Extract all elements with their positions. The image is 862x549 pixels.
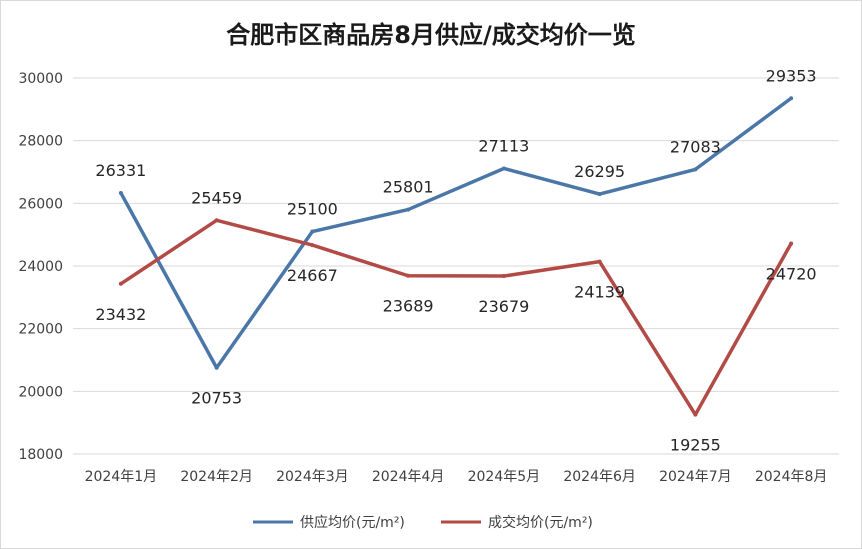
data-point — [789, 96, 794, 101]
data-point — [310, 243, 315, 248]
y-tick-label: 30000 — [18, 71, 63, 87]
data-point — [214, 218, 219, 223]
data-label-deal: 24720 — [766, 264, 817, 283]
series-line-deal — [119, 218, 793, 417]
x-tick-label: 2024年1月 — [85, 469, 158, 485]
y-tick-label: 20000 — [18, 384, 63, 400]
x-tick-label: 2024年3月 — [276, 469, 349, 485]
gridlines — [73, 77, 839, 455]
x-tick-label: 2024年4月 — [372, 469, 445, 485]
data-label-deal: 24667 — [287, 266, 338, 285]
y-tick-label: 28000 — [18, 134, 63, 150]
series-lines — [118, 96, 794, 417]
legend-label-deal: 成交均价(元/m²) — [488, 514, 593, 531]
watermark-badge: 大数跨境 — [11, 524, 89, 541]
data-label-deal: 23679 — [478, 297, 529, 316]
y-tick-label: 22000 — [18, 322, 63, 338]
x-tick-label: 2024年6月 — [563, 469, 636, 485]
data-point — [310, 229, 315, 234]
data-label-supply: 20753 — [191, 389, 242, 408]
data-point — [789, 241, 794, 246]
data-label-deal: 24139 — [574, 283, 625, 302]
x-tick-label: 2024年8月 — [755, 469, 828, 485]
data-label-deal: 25459 — [191, 188, 242, 207]
data-point — [118, 281, 123, 286]
data-point — [406, 273, 411, 278]
data-label-deal: 23432 — [95, 305, 146, 324]
data-point — [501, 166, 506, 171]
data-label-deal: 19255 — [670, 436, 721, 455]
legend: 供应均价(元/m²) 成交均价(元/m²) — [253, 514, 593, 531]
data-label-deal: 23689 — [383, 297, 434, 316]
data-label-supply: 26295 — [574, 162, 625, 181]
data-label-supply: 27113 — [478, 136, 529, 155]
data-label-supply: 25100 — [287, 200, 338, 219]
data-point — [501, 274, 506, 279]
series-line-supply — [119, 96, 793, 370]
data-label-supply: 25801 — [383, 178, 434, 197]
data-point — [214, 365, 219, 370]
chart-title: 合肥市区商品房8月供应/成交均价一览 — [226, 21, 635, 49]
watermark-icon — [11, 524, 27, 540]
data-point — [406, 207, 411, 212]
data-point — [118, 190, 123, 195]
x-tick-label: 2024年5月 — [468, 469, 541, 485]
data-point — [693, 412, 698, 417]
y-tick-label: 24000 — [18, 259, 63, 275]
watermark-text: 大数跨境 — [33, 525, 89, 541]
data-point — [693, 167, 698, 172]
y-tick-label: 26000 — [18, 196, 63, 212]
x-tick-label: 2024年7月 — [659, 469, 732, 485]
y-axis-ticks: 18000 20000 22000 24000 26000 28000 30000 — [18, 71, 63, 463]
data-label-supply: 29353 — [766, 66, 817, 85]
y-tick-label: 18000 — [18, 447, 63, 463]
legend-label-supply: 供应均价(元/m²) — [300, 514, 405, 531]
data-label-supply: 26331 — [95, 161, 146, 180]
data-label-supply: 27083 — [670, 137, 721, 156]
data-point — [597, 192, 602, 197]
data-point — [597, 259, 602, 264]
x-tick-label: 2024年2月 — [180, 469, 253, 485]
data-labels: 26331 23432 20753 25459 25100 24667 25801 23689… — [95, 66, 816, 454]
x-axis-ticks: 2024年1月 2024年2月 2024年3月 2024年4月 2024年5月 2024年… — [85, 469, 828, 485]
